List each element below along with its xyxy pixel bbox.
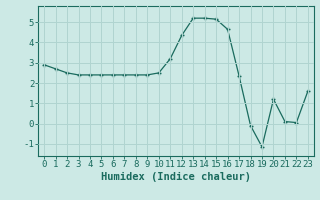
X-axis label: Humidex (Indice chaleur): Humidex (Indice chaleur) — [101, 172, 251, 182]
